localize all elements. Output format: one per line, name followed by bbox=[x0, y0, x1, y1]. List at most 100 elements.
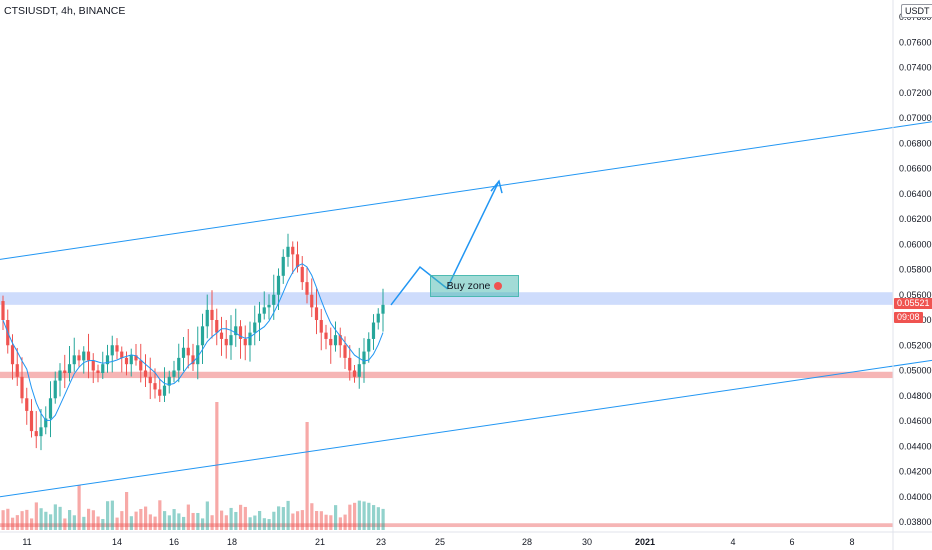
candle-body bbox=[86, 351, 91, 361]
volume-bar bbox=[315, 510, 319, 530]
candle-body bbox=[215, 320, 219, 333]
time-axis-label: 6 bbox=[789, 537, 794, 547]
candle-body bbox=[295, 254, 300, 267]
volume-bar bbox=[201, 518, 205, 530]
candle-body bbox=[110, 345, 114, 356]
price-axis-label: 0.05600 bbox=[899, 290, 932, 300]
price-axis-label: 0.04200 bbox=[899, 467, 932, 477]
candle-body bbox=[162, 385, 167, 396]
volume-bar bbox=[91, 510, 95, 530]
candle-body bbox=[124, 357, 129, 365]
candle-body bbox=[63, 370, 67, 374]
candle-body bbox=[20, 376, 24, 399]
candle-body bbox=[167, 376, 171, 386]
candle-body bbox=[262, 307, 266, 314]
price-axis-label: 0.07000 bbox=[899, 113, 932, 123]
volume-bar bbox=[348, 504, 352, 530]
volume-bar bbox=[172, 509, 176, 530]
volume-bar bbox=[106, 501, 110, 530]
candle-body bbox=[219, 332, 224, 339]
candle-body bbox=[257, 313, 262, 323]
currency-badge[interactable]: USDT bbox=[901, 4, 932, 18]
volume-bar bbox=[205, 501, 209, 530]
volume-bar bbox=[281, 507, 285, 530]
volume-bar bbox=[224, 515, 228, 530]
volume-bar bbox=[34, 502, 38, 530]
candle-body bbox=[115, 345, 119, 352]
candle-body bbox=[305, 282, 309, 295]
candle-body bbox=[25, 398, 29, 411]
volume-bar bbox=[220, 510, 224, 530]
price-axis-label: 0.07400 bbox=[899, 63, 932, 73]
volume-bar bbox=[196, 512, 200, 530]
price-axis-label: 0.04400 bbox=[899, 441, 932, 451]
volume-bar bbox=[210, 515, 214, 530]
candle-body bbox=[205, 309, 209, 327]
volume-bar bbox=[144, 506, 148, 530]
time-axis-label: 30 bbox=[582, 537, 592, 547]
volume-bar bbox=[343, 514, 347, 530]
candle-body bbox=[15, 364, 19, 377]
candle-body bbox=[105, 355, 110, 365]
price-axis-label: 0.04000 bbox=[899, 492, 932, 502]
volume-bar bbox=[129, 516, 133, 530]
volume-bar bbox=[262, 518, 266, 530]
candle-body bbox=[367, 338, 371, 352]
volume-bar bbox=[153, 516, 157, 530]
candle-body bbox=[58, 370, 62, 381]
candle-body bbox=[1, 301, 5, 320]
volume-bar bbox=[77, 485, 81, 530]
buy-zone-label: Buy zone bbox=[446, 280, 491, 292]
time-axis-label: 23 bbox=[376, 537, 386, 547]
volume-bar bbox=[148, 514, 152, 530]
volume-bar bbox=[338, 517, 342, 530]
candle-body bbox=[139, 360, 143, 371]
price-axis-label: 0.05800 bbox=[899, 265, 932, 275]
moving-average-line bbox=[2, 263, 384, 421]
time-axis-label: 14 bbox=[112, 537, 122, 547]
volume-bar bbox=[353, 502, 357, 530]
candle-body bbox=[177, 357, 181, 371]
volume-bar bbox=[72, 515, 76, 530]
volume-bar bbox=[372, 505, 376, 530]
time-axis-label: 8 bbox=[849, 537, 854, 547]
price-axis-label: 0.05000 bbox=[899, 366, 932, 376]
price-axis-label: 0.04800 bbox=[899, 391, 932, 401]
candle-body bbox=[371, 322, 376, 339]
channel-upper-line bbox=[0, 121, 932, 260]
candle-body bbox=[286, 246, 290, 257]
candle-body bbox=[314, 307, 319, 320]
price-axis-label: 0.06200 bbox=[899, 214, 932, 224]
candle-body bbox=[143, 370, 148, 377]
candle-body bbox=[210, 309, 214, 320]
volume-bar bbox=[15, 515, 19, 530]
volume-bar bbox=[49, 514, 53, 530]
volume-bar bbox=[272, 511, 276, 530]
candle-body bbox=[338, 335, 342, 346]
projection-arrow-icon bbox=[490, 179, 503, 194]
volume-bar bbox=[11, 517, 15, 530]
candle-body bbox=[229, 335, 233, 346]
candle-body bbox=[158, 389, 162, 396]
price-axis-label: 0.06800 bbox=[899, 138, 932, 148]
buy-zone-box[interactable]: Buy zone bbox=[430, 275, 519, 297]
volume-bar bbox=[101, 518, 105, 530]
time-axis-label: 4 bbox=[730, 537, 735, 547]
candle-body bbox=[343, 345, 347, 358]
last-price-tag: 0.05521 bbox=[894, 298, 932, 309]
time-axis-label: 2021 bbox=[635, 537, 655, 547]
time-axis-label: 25 bbox=[435, 537, 445, 547]
volume-bar bbox=[258, 510, 262, 530]
price-axis-label: 0.06600 bbox=[899, 164, 932, 174]
candle-body bbox=[120, 351, 124, 358]
volume-bar bbox=[39, 508, 43, 530]
candle-body bbox=[357, 364, 361, 377]
channel-lower-line bbox=[0, 359, 932, 498]
candle-body bbox=[72, 355, 76, 365]
volume-bar bbox=[324, 514, 328, 530]
zone-support bbox=[0, 371, 893, 379]
candle-body bbox=[181, 347, 186, 358]
candle-body bbox=[91, 360, 95, 371]
candle-body bbox=[82, 351, 86, 361]
